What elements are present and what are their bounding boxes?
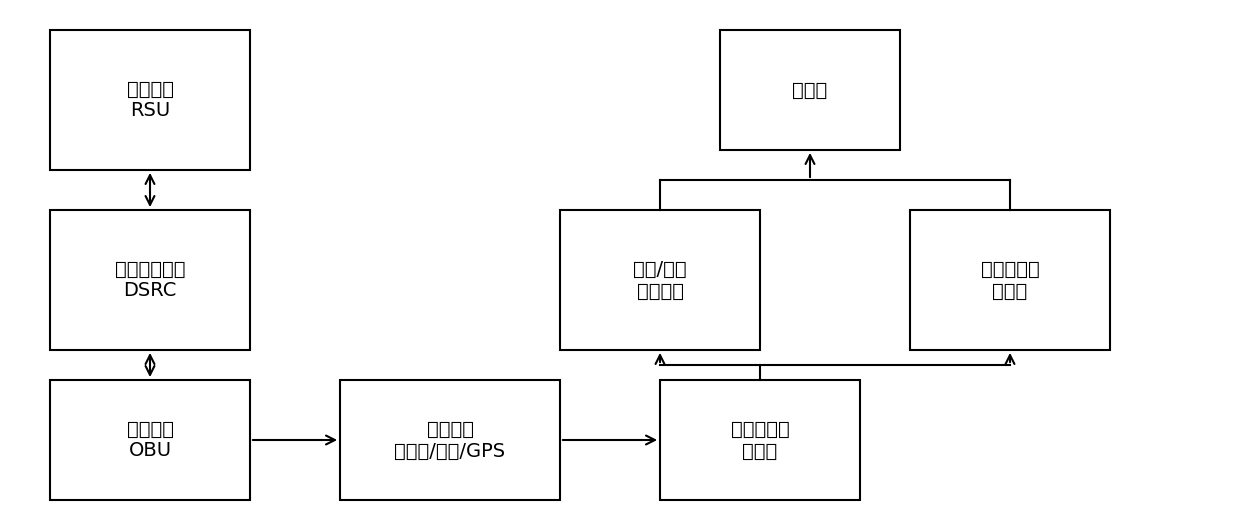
Text: 车载单元: 车载单元 <box>126 420 173 438</box>
Text: 智能手机: 智能手机 <box>426 420 473 438</box>
Text: 车速引导建: 车速引导建 <box>731 420 789 438</box>
Bar <box>909 210 1110 350</box>
Bar <box>50 210 250 350</box>
Text: DSRC: DSRC <box>124 281 177 300</box>
Text: 音视频/蓝牙/GPS: 音视频/蓝牙/GPS <box>394 441 506 460</box>
Bar <box>50 380 250 500</box>
Bar <box>339 380 560 500</box>
Text: 导向车道建: 导向车道建 <box>980 259 1040 278</box>
Bar <box>720 30 900 150</box>
Text: 议模块: 议模块 <box>992 281 1027 300</box>
Text: 建议模块: 建议模块 <box>637 281 684 300</box>
Text: 路侧单元: 路侧单元 <box>126 80 173 99</box>
Text: 无线传输模块: 无线传输模块 <box>115 259 186 278</box>
Text: 驾驶员: 驾驶员 <box>793 80 828 99</box>
Text: 议模块: 议模块 <box>742 441 778 460</box>
Text: OBU: OBU <box>129 441 171 460</box>
Text: RSU: RSU <box>130 101 170 120</box>
Bar <box>660 380 860 500</box>
Bar <box>50 30 250 170</box>
Text: 加速/制动: 加速/制动 <box>633 259 686 278</box>
Bar <box>560 210 760 350</box>
